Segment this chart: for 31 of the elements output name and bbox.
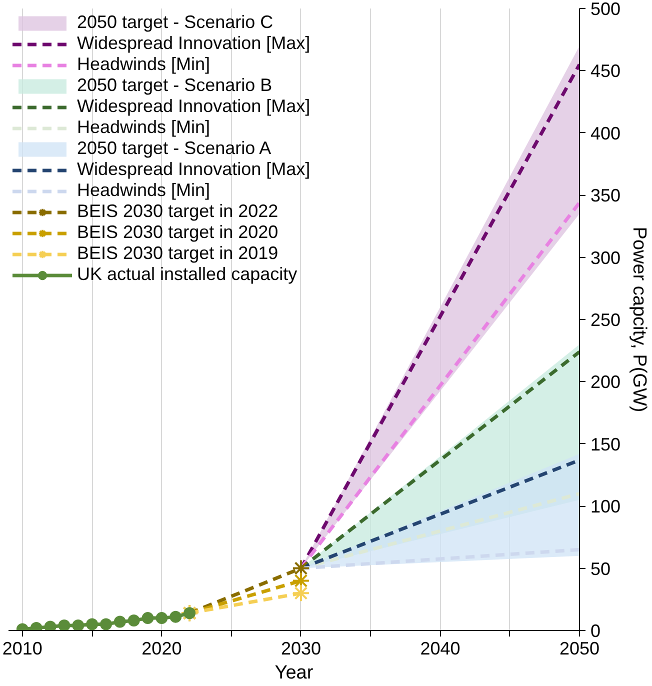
y-tick-label: 350 (590, 186, 621, 206)
y-tick-label: 500 (590, 0, 621, 19)
y-axis-title: Power capcity, P(GW) (628, 226, 650, 412)
y-tick-label: 0 (590, 621, 601, 641)
x-axis-title: Year (274, 662, 314, 684)
legend-label: Widespread Innovation [Max] (77, 33, 310, 54)
legend-label: 2050 target - Scenario B (77, 75, 272, 96)
legend-label: 2050 target - Scenario C (77, 12, 274, 33)
x-tick-label: 2040 (420, 638, 460, 658)
y-tick-label: 50 (590, 558, 611, 579)
x-tick-label: 2030 (280, 638, 321, 658)
x-tick-label: 2050 (559, 638, 600, 658)
legend-label: 2050 target - Scenario A (77, 138, 272, 159)
legend-label: Widespread Innovation [Max] (77, 159, 310, 180)
x-tick-label: 2010 (2, 638, 42, 658)
legend-label: Headwinds [Min] (77, 180, 210, 201)
legend-label: Widespread Innovation [Max] (77, 96, 310, 117)
legend-label: UK actual installed capacity (77, 264, 298, 285)
legend-label: Headwinds [Min] (77, 117, 210, 138)
x-tick-label: 2020 (142, 638, 182, 658)
legend-label: BEIS 2030 target in 2022 (77, 201, 278, 222)
y-tick-label: 250 (590, 310, 621, 330)
y-tick-label: 150 (590, 434, 621, 454)
legend-label: Headwinds [Min] (77, 54, 210, 75)
y-tick-label: 450 (590, 61, 621, 82)
y-tick-label: 100 (590, 496, 621, 517)
y-tick-label: 300 (590, 248, 621, 268)
legend-label: BEIS 2030 target in 2019 (77, 243, 278, 264)
y-tick-label: 400 (590, 123, 621, 144)
legend-label: BEIS 2030 target in 2020 (77, 222, 278, 243)
y-tick-label: 200 (590, 372, 621, 392)
